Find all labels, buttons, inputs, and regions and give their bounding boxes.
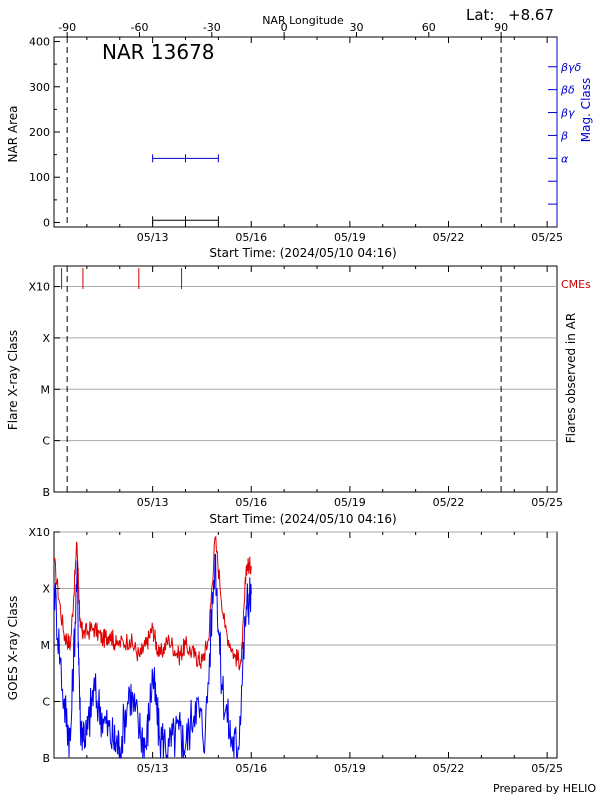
x-tick-label: 05/22	[433, 762, 465, 775]
mag-class-label: β	[560, 129, 568, 142]
y-tick-label: X10	[28, 526, 50, 539]
panel1-frame	[53, 36, 558, 228]
y-tick-label: X	[42, 583, 50, 596]
y-tick-label: B	[42, 752, 50, 765]
cme-label: CMEs	[561, 278, 591, 291]
mag-class-axis-label: Mag. Class	[579, 78, 593, 143]
mag-class-label: βγ	[560, 107, 575, 120]
panel-nar-area: NAR Longitude NAR 13678 Start Time: (202…	[6, 14, 593, 260]
y-tick-label: X	[42, 332, 50, 345]
goes-short-series	[53, 553, 252, 760]
x-tick-label: 05/13	[137, 231, 169, 244]
x-tick-label: 05/16	[235, 496, 267, 509]
lon-tick-label: -30	[203, 21, 221, 34]
y-tick-label: B	[42, 486, 50, 499]
x-tick-label: 05/22	[433, 496, 465, 509]
x-tick-label: 05/13	[137, 496, 169, 509]
panel1-xlabel: Start Time: (2024/05/10 04:16)	[209, 246, 396, 260]
lat-label: Lat:	[466, 6, 494, 24]
y-tick-label: 100	[29, 171, 50, 184]
top-axis-label: NAR Longitude	[262, 14, 344, 27]
y-tick-label: 400	[29, 36, 50, 49]
panel2-xlabel: Start Time: (2024/05/10 04:16)	[209, 512, 396, 526]
y-tick-label: M	[41, 383, 51, 396]
panel2-ylabel: Flare X-ray Class	[6, 330, 20, 430]
lon-tick-label: 30	[349, 21, 363, 34]
lat-value: +8.67	[508, 6, 554, 24]
x-tick-label: 05/19	[334, 231, 366, 244]
panel-flares: Start Time: (2024/05/10 04:16) Flare X-r…	[6, 265, 591, 526]
y-tick-label: C	[42, 696, 50, 709]
x-tick-label: 05/16	[235, 231, 267, 244]
lon-tick-label: -60	[130, 21, 148, 34]
chart-title: NAR 13678	[102, 40, 215, 64]
lon-tick-label: 60	[422, 21, 436, 34]
lon-tick-label: 90	[494, 21, 508, 34]
goes-long-series	[53, 535, 252, 671]
credit-text: Prepared by HELIO	[493, 782, 596, 795]
y-tick-label: 200	[29, 126, 50, 139]
mag-class-label: βγδ	[560, 61, 582, 74]
panel-goes: GOES X-ray Class B C M X X10 05/13 05/16 05/19 0…	[6, 526, 563, 775]
panel3-marks: B C M X X10 05/13 05/16 05/19 05/22 05/25	[28, 526, 563, 775]
panel2-right-label: Flares observed in AR	[564, 313, 578, 443]
panel1-ylabel: NAR Area	[6, 106, 20, 163]
panel2-frame	[53, 265, 558, 493]
lon-tick-label: -90	[58, 21, 76, 34]
y-tick-label: X10	[28, 281, 50, 294]
x-tick-label: 05/22	[433, 231, 465, 244]
x-tick-label: 05/19	[334, 496, 366, 509]
panel1-marks: 05/13 05/16 05/19 05/22 05/25 -90 -60 -30 0 30 60 9…	[29, 21, 582, 244]
x-tick-label: 05/25	[531, 496, 563, 509]
x-tick-label: 05/19	[334, 762, 366, 775]
panel3-ylabel: GOES X-ray Class	[6, 596, 20, 700]
x-tick-label: 05/25	[531, 762, 563, 775]
panel2-marks: B C M X X10 05/13 05/16 05/19 05/22 05/25	[28, 266, 563, 509]
y-tick-label: 0	[43, 216, 50, 229]
y-tick-label: M	[41, 639, 51, 652]
x-tick-label: 05/13	[137, 762, 169, 775]
mag-class-label: α	[561, 152, 569, 165]
x-tick-label: 05/16	[235, 762, 267, 775]
mag-class-label: βδ	[560, 84, 575, 97]
lon-tick-label: 0	[281, 21, 288, 34]
y-tick-label: C	[42, 435, 50, 448]
y-tick-label: 300	[29, 81, 50, 94]
x-tick-label: 05/25	[531, 231, 563, 244]
